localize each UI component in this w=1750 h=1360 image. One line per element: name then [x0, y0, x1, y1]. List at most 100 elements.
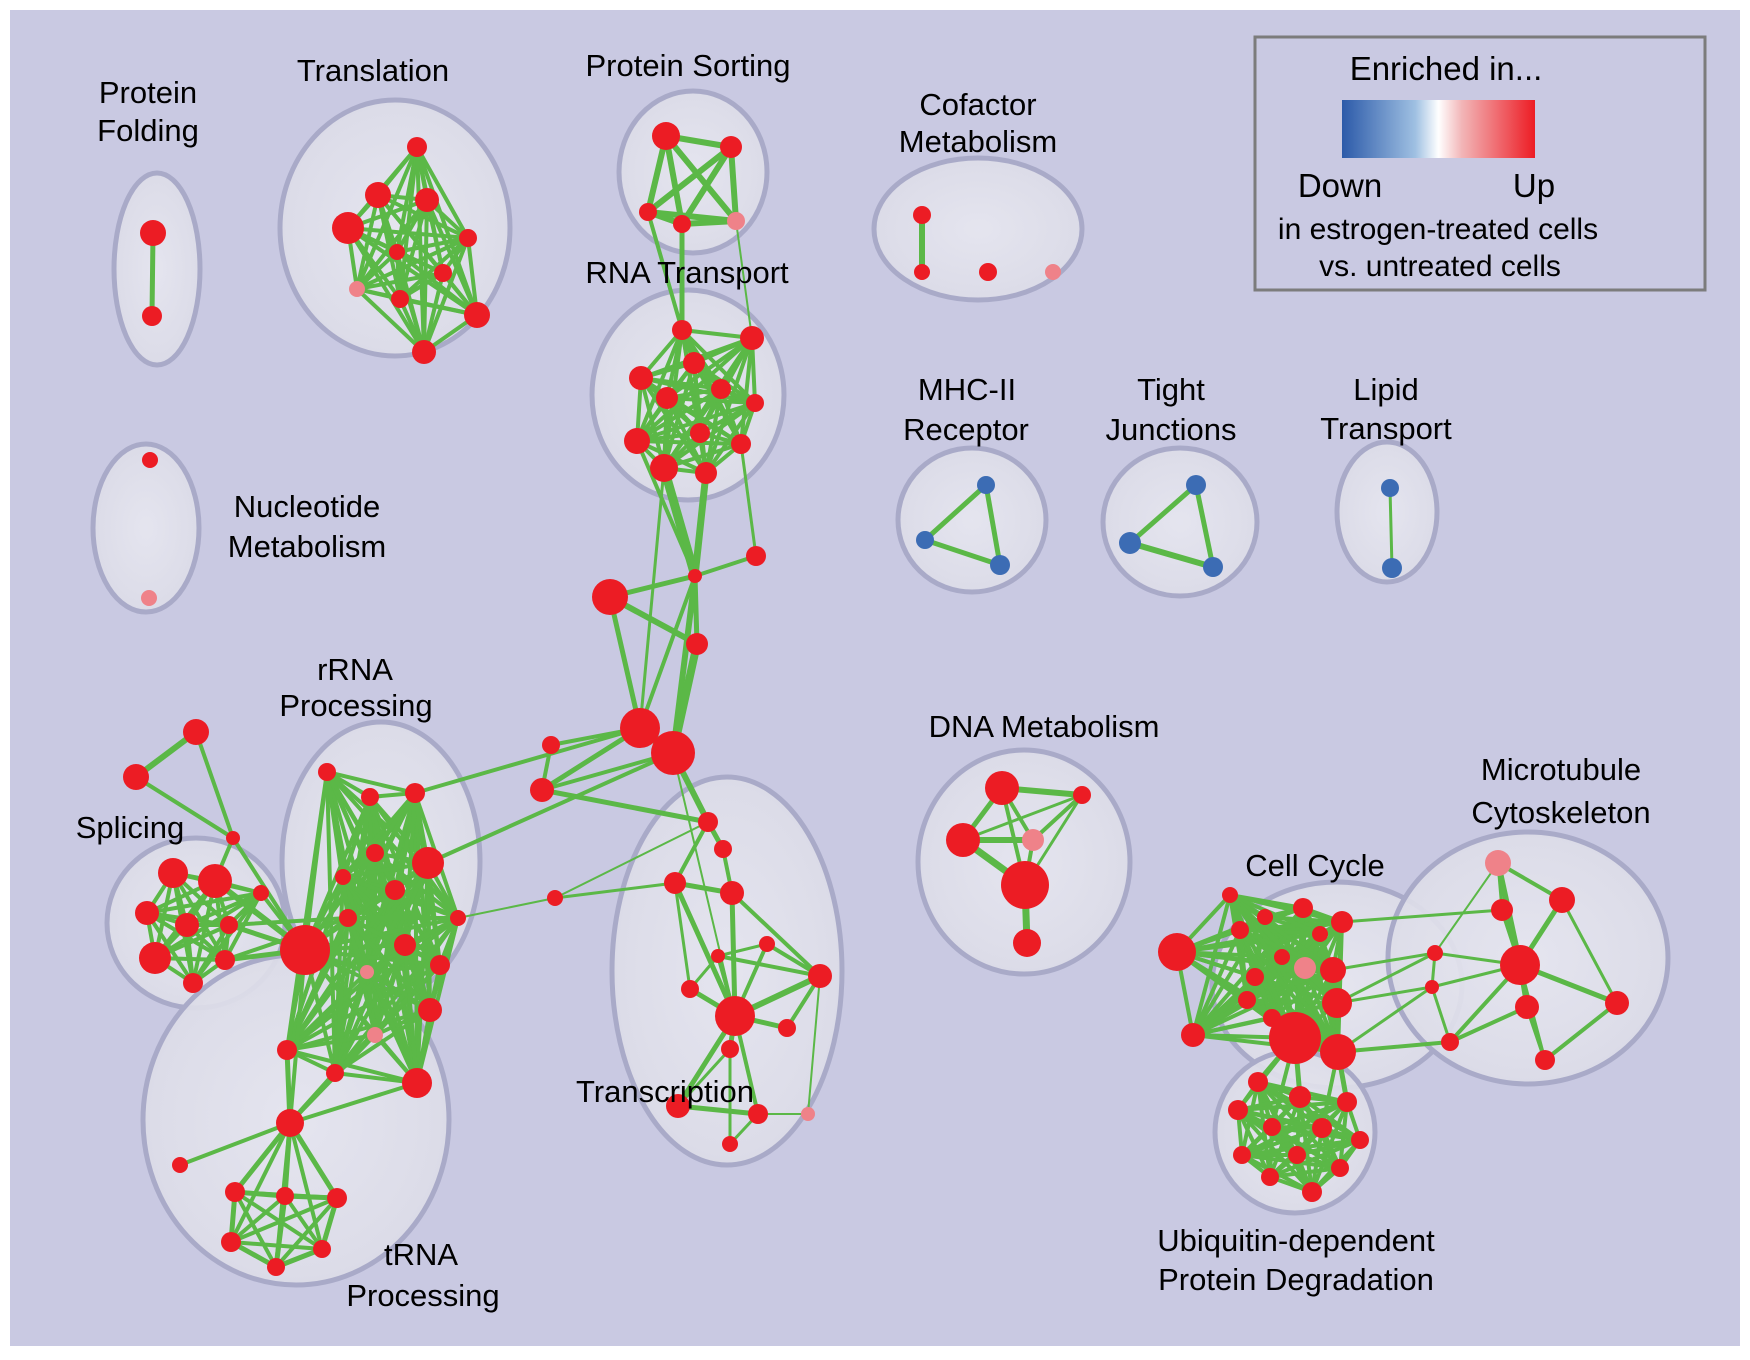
network-edge: [1127, 482, 1199, 546]
cluster-label-ubiquitin-degradation: Protein Degradation: [1158, 1262, 1434, 1297]
network-edge: [395, 250, 479, 317]
cluster-label-microtubule-cytoskeleton: Cytoskeleton: [1471, 795, 1650, 830]
network-edge: [346, 916, 419, 1085]
network-node: [1312, 926, 1328, 942]
network-edge: [365, 963, 442, 974]
network-edge: [716, 954, 822, 978]
network-node: [349, 281, 365, 297]
network-node: [280, 925, 330, 975]
network-node: [1312, 1118, 1332, 1138]
network-node: [1337, 1092, 1357, 1112]
network-node: [1491, 899, 1513, 921]
network-node: [650, 454, 678, 482]
network-node: [365, 182, 391, 208]
legend-gradient-bar: [1342, 100, 1535, 158]
network-node: [1181, 1023, 1205, 1047]
legend: Enriched in... Down Up in estrogen-treat…: [1253, 35, 1707, 292]
network-edge: [355, 250, 399, 291]
network-edge: [673, 820, 710, 885]
network-edge-link: [288, 1081, 419, 1125]
network-node: [139, 942, 171, 974]
cluster-label-translation: Translation: [297, 53, 449, 88]
network-node: [914, 264, 930, 280]
network-edge: [635, 439, 743, 446]
network-edge: [728, 144, 739, 224]
network-node: [277, 1040, 297, 1060]
network-edge: [1240, 1126, 1324, 1157]
cluster-label-protein-folding: Protein: [99, 75, 197, 110]
network-node: [360, 965, 374, 979]
network-node: [1158, 933, 1196, 971]
network-node: [418, 998, 442, 1022]
network-node: [720, 881, 744, 905]
legend-up-label: Up: [1513, 167, 1555, 204]
network-edge-link: [635, 439, 697, 578]
network-node: [332, 212, 364, 244]
network-edge: [716, 942, 769, 958]
network-edge: [1228, 893, 1249, 1002]
network-edge: [333, 916, 460, 1075]
network-node: [759, 936, 775, 952]
network-node: [366, 844, 384, 862]
cluster-label-lipid-transport: Transport: [1320, 411, 1452, 446]
network-edge: [807, 975, 821, 1115]
network-edge: [355, 271, 445, 291]
network-edge-link: [638, 466, 666, 730]
network-edge: [922, 482, 989, 543]
network-edge: [134, 775, 235, 840]
legend-title: Enriched in...: [1350, 50, 1543, 87]
network-node: [402, 1068, 432, 1098]
network-edge: [635, 387, 723, 443]
network-node: [142, 306, 162, 326]
network-edge-link: [1336, 985, 1434, 1054]
network-edge: [704, 401, 757, 475]
network-node: [220, 916, 238, 934]
network-node: [1238, 991, 1256, 1009]
cluster-label-rrna-processing: Processing: [279, 688, 432, 723]
network-node: [1294, 957, 1316, 979]
network-node: [335, 869, 351, 885]
network-node: [459, 229, 477, 247]
network-edge: [635, 401, 757, 443]
network-edge: [1228, 893, 1340, 1054]
network-node: [664, 872, 686, 894]
network-edge: [274, 1196, 339, 1269]
network-node: [985, 771, 1019, 805]
network-edge: [145, 891, 263, 915]
network-node: [1302, 1182, 1322, 1202]
network-node: [1274, 949, 1290, 965]
network-edge: [398, 297, 479, 317]
network-edge: [333, 970, 369, 1075]
network-edge: [554, 821, 709, 899]
network-node: [276, 1109, 304, 1137]
network-node: [135, 901, 159, 925]
network-node: [1485, 850, 1511, 876]
network-edge: [639, 376, 757, 405]
network-node: [740, 326, 764, 350]
network-node: [748, 1104, 768, 1124]
legend-box: [1253, 35, 1707, 292]
network-node: [434, 264, 452, 282]
network-node: [673, 215, 691, 233]
network-node: [714, 840, 732, 858]
network-edge: [285, 916, 460, 1052]
network-edge: [663, 133, 685, 227]
network-node: [175, 913, 199, 937]
cluster-label-splicing: Splicing: [76, 810, 185, 845]
network-edge: [229, 1240, 324, 1251]
network-node: [686, 633, 708, 655]
network-edge-link: [735, 220, 753, 339]
network-edge: [233, 1190, 278, 1269]
network-edge: [1127, 540, 1216, 570]
network-node: [695, 462, 717, 484]
network-node: [1288, 1146, 1306, 1164]
network-node: [1515, 995, 1539, 1019]
network-node: [1203, 557, 1223, 577]
network-node: [1257, 909, 1273, 925]
network-node: [979, 263, 997, 281]
cluster-label-rna-transport: RNA Transport: [585, 255, 789, 290]
network-node: [123, 764, 149, 790]
network-edge: [1193, 482, 1216, 570]
network-node: [142, 452, 158, 468]
